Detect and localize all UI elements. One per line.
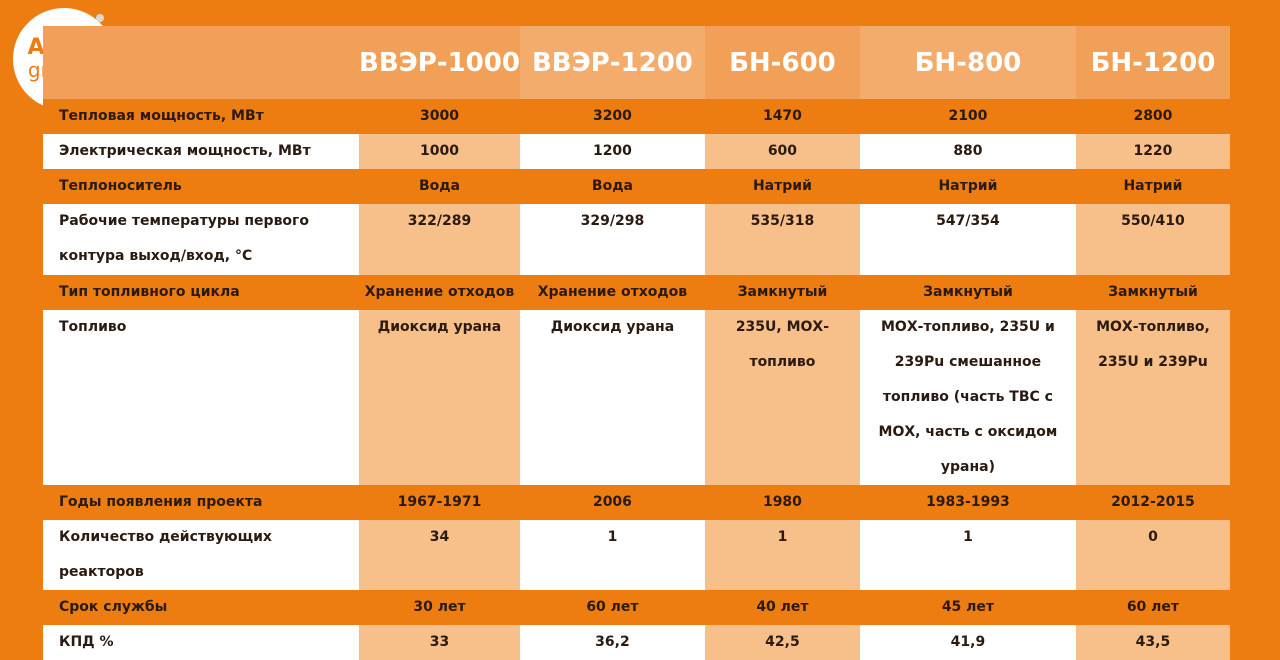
table-cell: Диоксид урана bbox=[519, 310, 705, 485]
table-cell: 60 лет bbox=[1075, 590, 1230, 625]
table-cell: Вода bbox=[359, 169, 520, 204]
table-cell: 2006 bbox=[519, 485, 705, 520]
table-cell: Вода bbox=[519, 169, 705, 204]
table-cell: 43,5 bbox=[1075, 625, 1230, 660]
table-cell: 1983-1993 bbox=[859, 485, 1076, 520]
logo-dot-icon bbox=[96, 14, 104, 22]
table-cell: 45 лет bbox=[859, 590, 1076, 625]
table-row: Топливо Диоксид урана Диоксид урана 235U… bbox=[43, 310, 1230, 485]
column-header: ВВЭР-1000 bbox=[359, 26, 520, 99]
header-row: ВВЭР-1000 ВВЭР-1200 БН-600 БН-800 БН-120… bbox=[43, 26, 1230, 99]
table-cell: Хранение отходов bbox=[519, 275, 705, 310]
table-cell: 0 bbox=[1075, 520, 1230, 590]
table-cell: 60 лет bbox=[519, 590, 705, 625]
table-cell: 1967-1971 bbox=[359, 485, 520, 520]
table-cell: 2800 bbox=[1075, 99, 1230, 134]
table-cell: Натрий bbox=[1075, 169, 1230, 204]
table-row: Срок службы 30 лет 60 лет 40 лет 45 лет … bbox=[43, 590, 1230, 625]
table-cell: 33 bbox=[359, 625, 520, 660]
table-cell: 3200 bbox=[519, 99, 705, 134]
row-label: Топливо bbox=[43, 310, 359, 485]
table-cell: 600 bbox=[704, 134, 860, 169]
table-cell: 547/354 bbox=[859, 204, 1076, 275]
table-cell: 40 лет bbox=[704, 590, 860, 625]
column-header: БН-800 bbox=[859, 26, 1076, 99]
table-row: Тепловая мощность, МВт 3000 3200 1470 21… bbox=[43, 99, 1230, 134]
row-label: Тип топливного цикла bbox=[43, 275, 359, 310]
column-header: БН-600 bbox=[704, 26, 860, 99]
table-cell: Хранение отходов bbox=[359, 275, 520, 310]
table-cell: 2100 bbox=[859, 99, 1076, 134]
table-cell: 1980 bbox=[704, 485, 860, 520]
table-cell: 535/318 bbox=[704, 204, 860, 275]
table-cell: 880 bbox=[859, 134, 1076, 169]
table-cell: 322/289 bbox=[359, 204, 520, 275]
row-label: КПД % bbox=[43, 625, 359, 660]
table-cell: Натрий bbox=[859, 169, 1076, 204]
row-label: Рабочие температуры первого контура выхо… bbox=[43, 204, 359, 275]
row-label: Тепловая мощность, МВт bbox=[43, 99, 359, 134]
reactor-comparison-table: ВВЭР-1000 ВВЭР-1200 БН-600 БН-800 БН-120… bbox=[43, 26, 1230, 660]
table-cell: 235U, МОХ-топливо bbox=[704, 310, 860, 485]
table-cell: 1 bbox=[704, 520, 860, 590]
table-cell: 550/410 bbox=[1075, 204, 1230, 275]
table-cell: 30 лет bbox=[359, 590, 520, 625]
table-cell: 1470 bbox=[704, 99, 860, 134]
table-cell: 3000 bbox=[359, 99, 520, 134]
table-row: Рабочие температуры первого контура выхо… bbox=[43, 204, 1230, 275]
table-cell: 329/298 bbox=[519, 204, 705, 275]
table-cell: 42,5 bbox=[704, 625, 860, 660]
table-cell: 1220 bbox=[1075, 134, 1230, 169]
table-row: Количество действующих реакторов 34 1 1 … bbox=[43, 520, 1230, 590]
table-cell: Замкнутый bbox=[1075, 275, 1230, 310]
table-cell: 34 bbox=[359, 520, 520, 590]
table-cell: 1 bbox=[859, 520, 1076, 590]
table-cell: 1000 bbox=[359, 134, 520, 169]
table-row: Годы появления проекта 1967-1971 2006 19… bbox=[43, 485, 1230, 520]
table-cell: 1 bbox=[519, 520, 705, 590]
table-cell: Диоксид урана bbox=[359, 310, 520, 485]
table-cell: 36,2 bbox=[519, 625, 705, 660]
table-cell: МОХ-топливо, 235U и 239Pu bbox=[1075, 310, 1230, 485]
table-cell: Замкнутый bbox=[704, 275, 860, 310]
table-cell: Натрий bbox=[704, 169, 860, 204]
table-cell: 2012-2015 bbox=[1075, 485, 1230, 520]
header-blank bbox=[43, 26, 359, 99]
column-header: БН-1200 bbox=[1075, 26, 1230, 99]
row-label: Теплоноситель bbox=[43, 169, 359, 204]
table-row: КПД % 33 36,2 42,5 41,9 43,5 bbox=[43, 625, 1230, 660]
row-label: Количество действующих реакторов bbox=[43, 520, 359, 590]
table-cell: 41,9 bbox=[859, 625, 1076, 660]
table-cell: 1200 bbox=[519, 134, 705, 169]
table-row: Тип топливного цикла Хранение отходов Хр… bbox=[43, 275, 1230, 310]
row-label: Годы появления проекта bbox=[43, 485, 359, 520]
table-row: Теплоноситель Вода Вода Натрий Натрий На… bbox=[43, 169, 1230, 204]
row-label: Срок службы bbox=[43, 590, 359, 625]
column-header: ВВЭР-1200 bbox=[519, 26, 705, 99]
table-cell: Замкнутый bbox=[859, 275, 1076, 310]
table-cell: МОХ-топливо, 235U и 239Pu смешанное топл… bbox=[859, 310, 1076, 485]
row-label: Электрическая мощность, МВт bbox=[43, 134, 359, 169]
table-row: Электрическая мощность, МВт 1000 1200 60… bbox=[43, 134, 1230, 169]
